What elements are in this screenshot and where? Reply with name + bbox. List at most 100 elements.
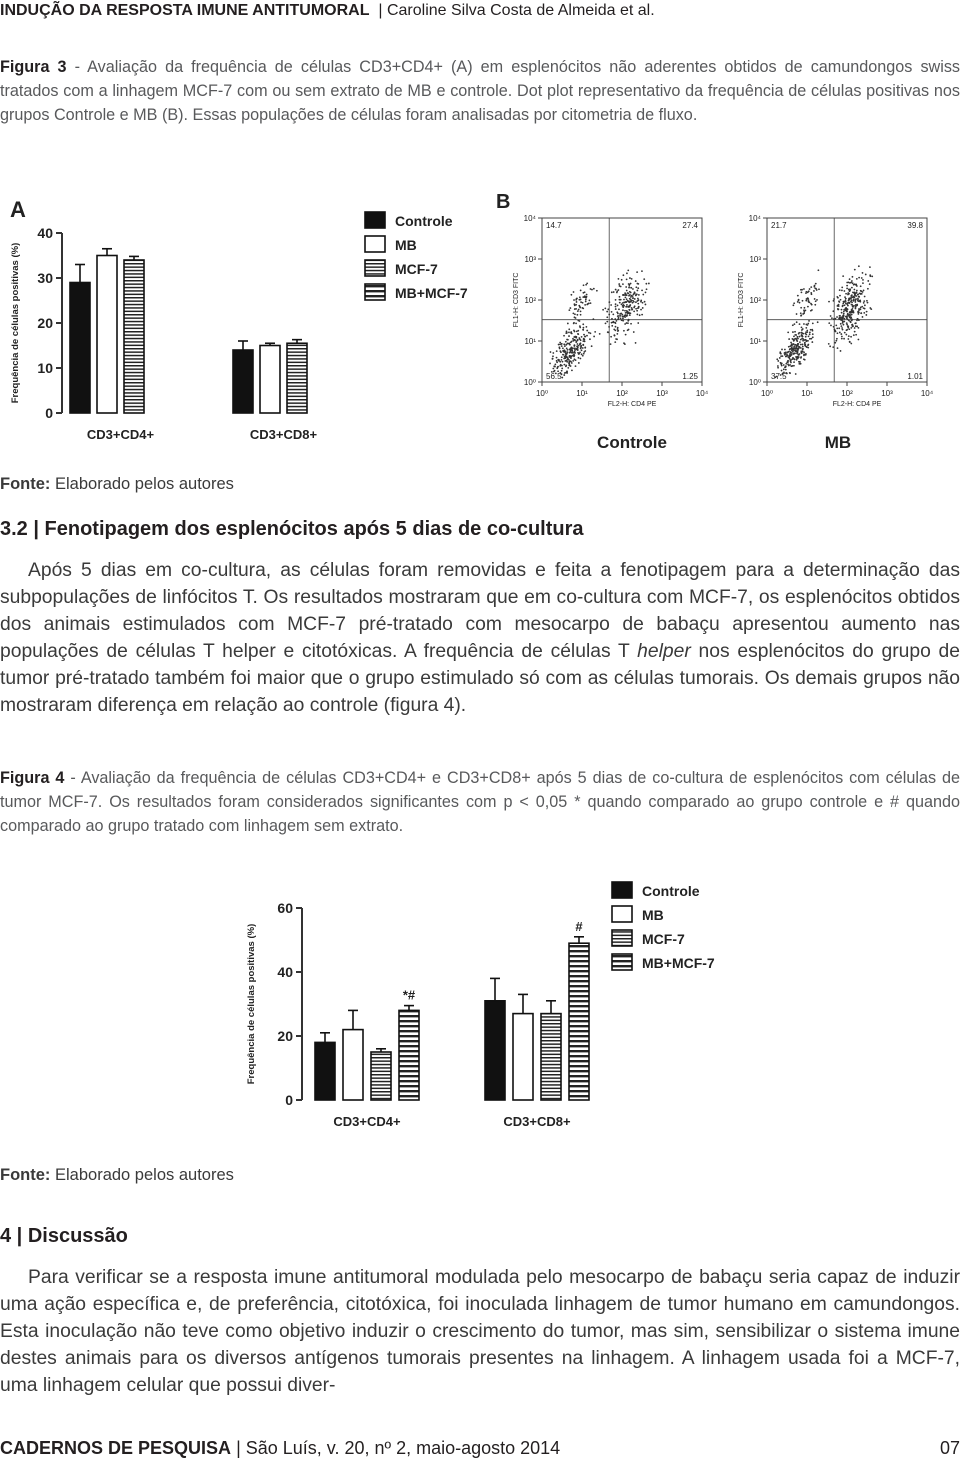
cell-event [845, 329, 848, 332]
cell-event [614, 288, 617, 291]
cell-event [803, 288, 805, 290]
cell-event [787, 331, 790, 334]
cell-event [792, 304, 795, 307]
cell-event [835, 339, 838, 342]
cell-event [843, 320, 846, 323]
cell-event [800, 326, 803, 329]
cell-event [625, 289, 628, 292]
bar [370, 1051, 392, 1101]
cell-event [638, 314, 641, 317]
cell-event [843, 337, 845, 340]
cell-event [566, 322, 569, 325]
cell-event [630, 286, 633, 289]
paragraph: Após 5 dias em co-cultura, as células fo… [0, 557, 960, 719]
cell-event [850, 326, 853, 329]
cell-event [550, 370, 553, 373]
cell-event [614, 303, 617, 306]
cell-event [593, 335, 596, 338]
cell-event [852, 298, 855, 301]
cell-event [810, 291, 813, 294]
cell-event [835, 337, 838, 340]
cell-event [583, 295, 586, 298]
cell-event [859, 289, 862, 292]
cell-event [645, 288, 648, 291]
cell-event [798, 335, 801, 338]
cell-event [807, 299, 810, 302]
footer: CADERNOS DE PESQUISA | São Luís, v. 20, … [0, 1438, 960, 1459]
cell-event [554, 363, 557, 366]
cell-event [863, 311, 866, 314]
cell-event [573, 344, 576, 347]
cell-event [805, 299, 808, 302]
cell-event [790, 361, 792, 364]
cell-event [807, 335, 810, 338]
cell-event [834, 341, 837, 344]
x-tick-label: CD3+CD8+ [503, 1114, 571, 1129]
cell-event [575, 322, 577, 325]
y-axis-label: FL1-H: CD3 FITC [513, 273, 520, 328]
x-tick-label: 10¹ [576, 389, 588, 398]
cell-event [579, 289, 582, 292]
cell-event [807, 346, 810, 349]
cell-event [790, 344, 793, 346]
paragraph: Para verificar se a resposta imune antit… [0, 1267, 960, 1396]
cell-event [579, 343, 581, 346]
cell-event [606, 310, 609, 313]
cell-event [618, 295, 621, 298]
cell-event [855, 295, 858, 297]
cell-event [810, 337, 813, 340]
cell-event [845, 322, 848, 325]
cell-event [578, 305, 581, 308]
cell-event [563, 345, 566, 348]
cell-event [573, 304, 576, 307]
cell-event [853, 330, 856, 333]
cell-event [776, 358, 779, 361]
cell-event [585, 283, 588, 286]
cell-event [569, 351, 572, 354]
cell-event [859, 285, 862, 288]
cell-event [859, 306, 862, 309]
cell-event [561, 367, 564, 370]
cell-event [782, 368, 785, 371]
cell-event [583, 340, 586, 343]
cell-event [580, 353, 583, 356]
source-text: Elaborado pelos autores [55, 1166, 234, 1184]
cell-event [577, 329, 580, 332]
cell-event [791, 324, 794, 327]
issue: | São Luís, v. 20, nº 2, maio-agosto 201… [236, 1438, 561, 1458]
cell-event [620, 319, 623, 322]
cell-event [582, 323, 585, 326]
cell-event [585, 295, 588, 298]
cell-event [836, 332, 839, 335]
legend-swatch [364, 259, 386, 277]
cell-event [615, 319, 618, 322]
cell-event [839, 316, 842, 319]
cell-event [611, 324, 614, 327]
cell-event [853, 288, 856, 291]
italic-text: helper [637, 641, 691, 662]
cell-event [845, 292, 847, 295]
cell-event [784, 368, 787, 371]
cell-event [624, 311, 627, 314]
cell-event [635, 301, 637, 304]
cell-event [630, 322, 632, 325]
cell-event [633, 305, 636, 308]
cell-event [832, 310, 835, 313]
cell-event [569, 307, 572, 309]
cell-event [793, 345, 796, 348]
cell-event [614, 298, 617, 301]
bar [259, 344, 281, 414]
cell-event [854, 322, 857, 325]
cell-event [555, 356, 558, 359]
cell-event [630, 277, 633, 280]
cell-event [561, 347, 564, 350]
cell-event [777, 365, 779, 367]
dot-plots: B 10⁰ 10¹ 10² 10³ 10⁴ 10⁰ 10¹ 10² 10³ 10⁴ FL2-H: C… [496, 191, 934, 452]
cell-event [568, 335, 570, 337]
cell-event [552, 367, 555, 370]
cell-event [630, 300, 632, 303]
cell-event [842, 310, 845, 313]
cell-event [582, 326, 585, 329]
cell-event [619, 314, 622, 317]
cell-event [848, 340, 851, 343]
